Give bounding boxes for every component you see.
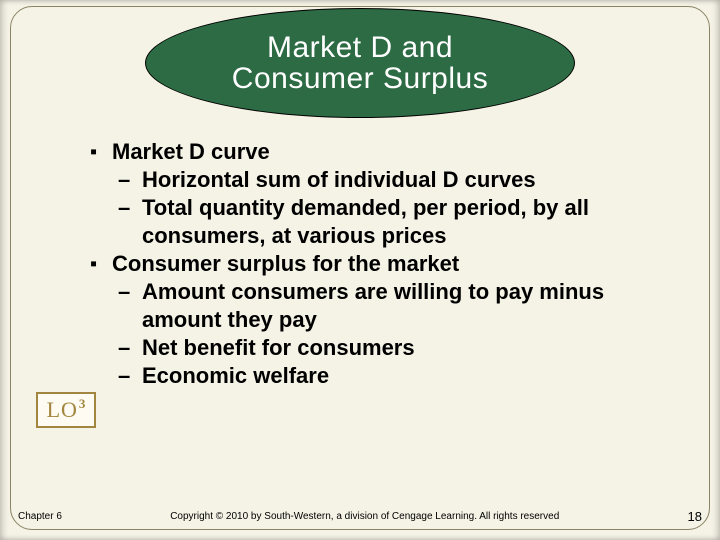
dash-bullet-icon: – (118, 194, 142, 222)
square-bullet-icon: ▪ (90, 250, 112, 278)
learning-objective-badge: LO3 (36, 392, 96, 428)
bullet-text: Horizontal sum of individual D curves (142, 166, 536, 194)
bullet-text: Consumer surplus for the market (112, 250, 459, 278)
chapter-label: Chapter 6 (18, 511, 62, 522)
lo-number: 3 (79, 396, 86, 412)
bullet-level-2: – Net benefit for consumers (118, 334, 680, 362)
square-bullet-icon: ▪ (90, 138, 112, 166)
bullet-text: Amount consumers are willing to pay minu… (142, 278, 680, 334)
dash-bullet-icon: – (118, 166, 142, 194)
bullet-text: Total quantity demanded, per period, by … (142, 194, 680, 250)
footer: Chapter 6 Copyright © 2010 by South-West… (18, 509, 702, 524)
bullet-text: Net benefit for consumers (142, 334, 415, 362)
dash-bullet-icon: – (118, 278, 142, 306)
bullet-level-2: – Economic welfare (118, 362, 680, 390)
content-area: ▪ Market D curve – Horizontal sum of ind… (90, 138, 680, 390)
copyright-text: Copyright © 2010 by South-Western, a div… (62, 511, 668, 522)
bullet-level-1: ▪ Market D curve (90, 138, 680, 166)
title-oval: Market D and Consumer Surplus (145, 8, 575, 118)
bullet-text: Economic welfare (142, 362, 329, 390)
bullet-level-2: – Amount consumers are willing to pay mi… (118, 278, 680, 334)
dash-bullet-icon: – (118, 362, 142, 390)
page-number: 18 (688, 509, 702, 524)
title-line-1: Market D and (267, 31, 453, 64)
lo-label: LO (47, 397, 78, 423)
bullet-level-2: – Horizontal sum of individual D curves (118, 166, 680, 194)
bullet-level-2: – Total quantity demanded, per period, b… (118, 194, 680, 250)
bullet-level-1: ▪ Consumer surplus for the market (90, 250, 680, 278)
slide-title: Market D and Consumer Surplus (232, 32, 488, 95)
dash-bullet-icon: – (118, 334, 142, 362)
title-line-2: Consumer Surplus (232, 62, 488, 95)
bullet-text: Market D curve (112, 138, 270, 166)
